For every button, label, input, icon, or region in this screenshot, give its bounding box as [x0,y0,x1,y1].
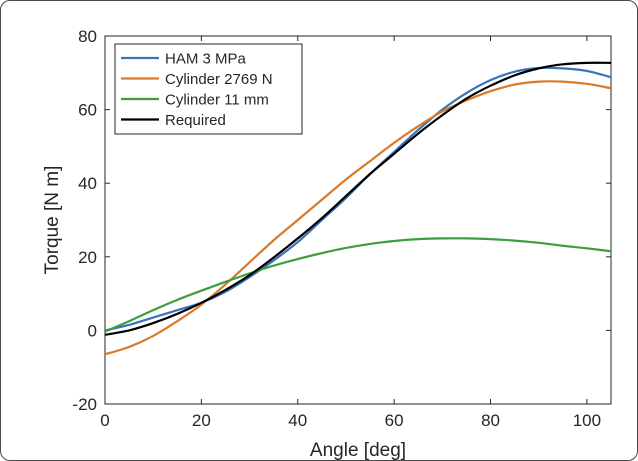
legend-label: HAM 3 MPa [165,51,247,68]
x-tick-label: 80 [481,411,500,430]
y-tick-label: 80 [78,27,97,46]
x-tick-label: 20 [192,411,211,430]
series-line-series-cylinder-11mm [105,237,611,333]
x-tick-label: 40 [288,411,307,430]
legend-label: Required [165,112,226,129]
x-tick-label: 0 [100,411,109,430]
y-tick-label: 0 [88,321,97,340]
y-tick-label: -20 [72,395,97,414]
legend-label: Cylinder 11 mm [165,92,269,109]
x-tick-label: 60 [385,411,404,430]
legend-label: Cylinder 2769 N [165,71,273,88]
y-tick-label: 20 [78,248,97,267]
x-tick-label: 100 [573,411,601,430]
series-line-series-cylinder-2769n [105,80,611,356]
y-tick-label: 40 [78,174,97,193]
y-tick-label: 60 [78,101,97,120]
series-line-series-required [105,61,611,336]
y-axis-label: Torque [N m] [42,166,63,275]
x-axis-label: Angle [deg] [310,440,406,460]
